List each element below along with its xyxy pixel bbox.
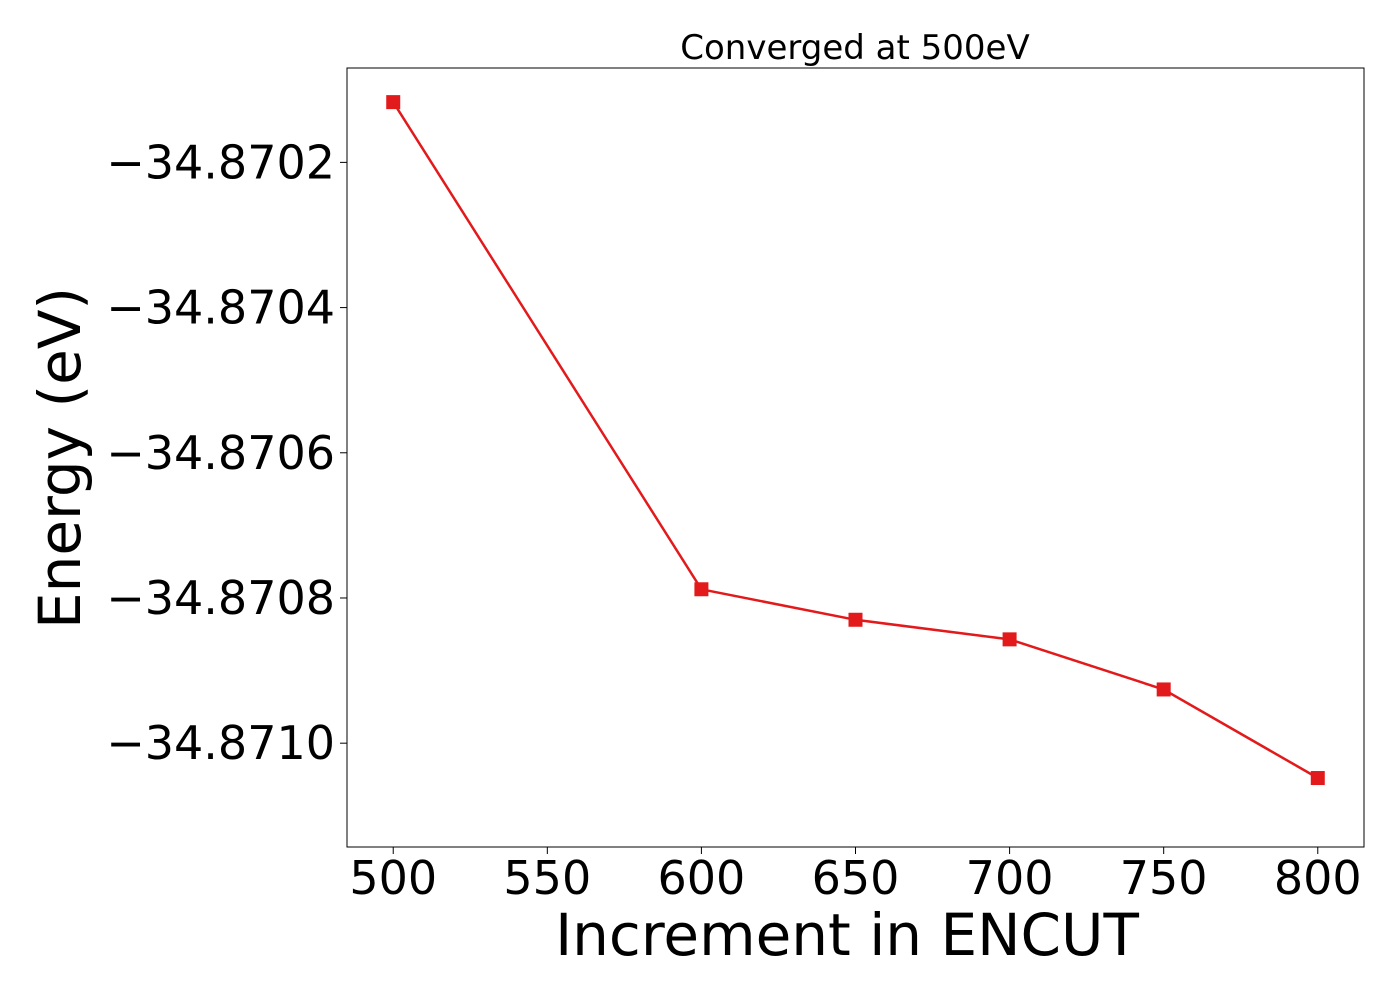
y-tick-label: −34.8702 [106,135,335,189]
x-tick-label: 700 [966,851,1054,905]
data-point [1310,771,1325,786]
data-point [694,582,709,597]
plot-area [386,95,1325,786]
x-axis: 500 550 600 650 700 750 800 [349,847,1362,905]
x-tick-label: 800 [1274,851,1362,905]
x-tick-label: 550 [503,851,591,905]
data-point [848,612,863,627]
x-tick-label: 600 [658,851,746,905]
data-point [1156,682,1171,697]
x-tick-label: 750 [1120,851,1208,905]
y-tick-label: −34.8706 [106,426,335,480]
y-tick-label: −34.8704 [106,281,335,335]
data-point [1002,632,1017,647]
x-tick-label: 650 [812,851,900,905]
x-axis-label: Increment in ENCUT [555,901,1139,969]
x-tick-label: 500 [349,851,437,905]
y-tick-label: −34.8708 [106,571,335,625]
data-point [386,95,401,110]
y-axis: −34.8702 −34.8704 −34.8706 −34.8708 −34.8710 [106,135,347,770]
chart-title: Converged at 500eV [680,28,1029,68]
y-tick-label: −34.8710 [106,716,335,770]
y-axis-label: Energy (eV) [26,287,94,629]
series-line [392,101,1319,780]
